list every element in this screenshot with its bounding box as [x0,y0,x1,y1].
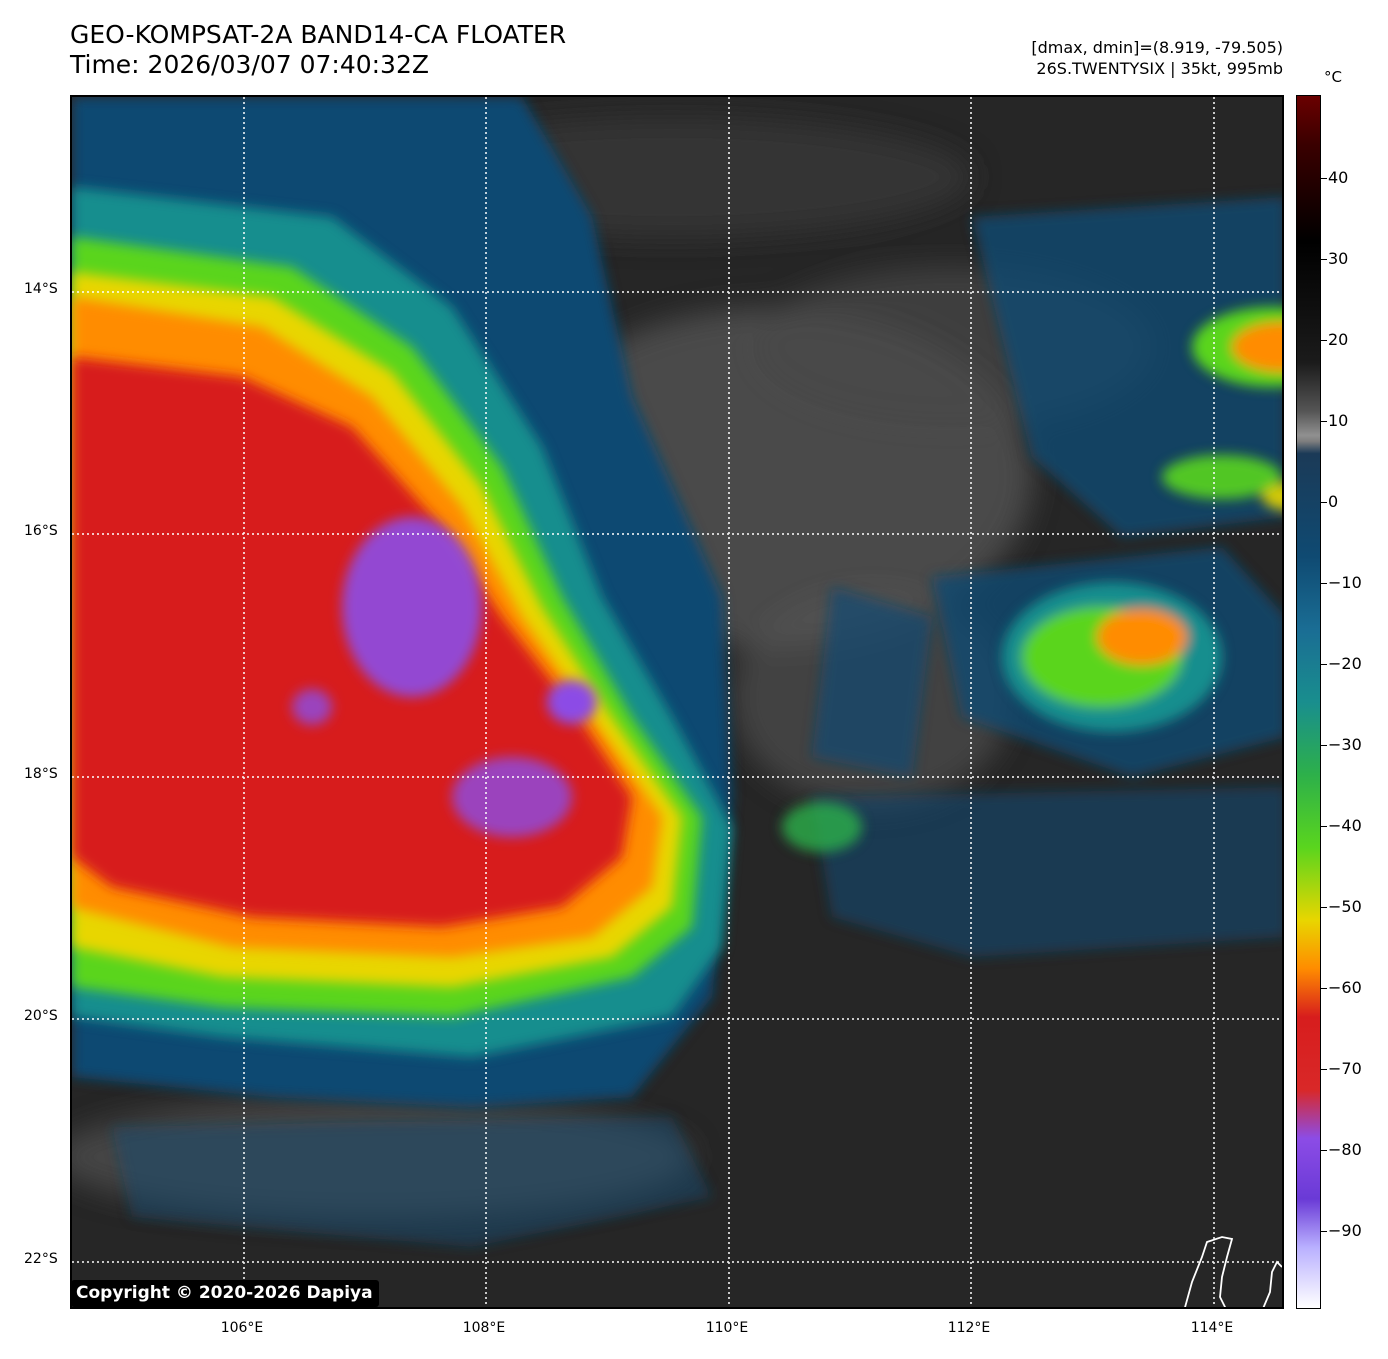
satellite-imagery [72,97,1282,1307]
colorbar-unit: °C [1324,68,1342,86]
lat-label-22s: 22°S [24,1251,58,1267]
colorbar-tick-label: −20 [1328,654,1362,673]
colorbar-tick-label: −90 [1328,1221,1362,1240]
colorbar-tick-label: −60 [1328,978,1362,997]
colorbar [1296,95,1321,1309]
storm-info: 26S.TWENTYSIX | 35kt, 995mb [1036,59,1283,78]
lat-label-16s: 16°S [24,523,58,539]
colorbar-tick [1321,907,1327,908]
colorbar-tick-label: −30 [1328,735,1362,754]
lat-label-18s: 18°S [24,766,58,782]
lon-label-106e: 106°E [220,1320,264,1336]
colorbar-tick [1321,1069,1327,1070]
coastline [1184,1236,1234,1307]
colorbar-tick [1321,259,1327,260]
colorbar-tick-label: 30 [1328,249,1349,268]
copyright-badge: Copyright © 2020-2026 Dapiya [71,1280,379,1307]
colorbar-tick-label: −10 [1328,573,1362,592]
colorbar-tick [1321,826,1327,827]
colorbar-tick-label: 40 [1328,168,1349,187]
colorbar-tick [1321,502,1327,503]
colorbar-tick-label: −80 [1328,1140,1362,1159]
colorbar-tick [1321,1150,1327,1151]
colorbar-tick-label: −40 [1328,816,1362,835]
colorbar-tick-label: 0 [1328,492,1339,511]
lon-label-114e: 114°E [1190,1320,1234,1336]
lon-label-112e: 112°E [947,1320,991,1336]
timestamp: Time: 2026/03/07 07:40:32Z [70,50,429,79]
colorbar-tick [1321,421,1327,422]
graticule [72,97,1282,1307]
satellite-map [70,95,1284,1309]
colorbar-tick [1321,745,1327,746]
lat-label-20s: 20°S [24,1008,58,1024]
colorbar-tick [1321,1231,1327,1232]
lon-label-110e: 110°E [705,1320,749,1336]
colorbar-tick [1321,664,1327,665]
east-convective-cell [782,307,1282,852]
colorbar-tick-label: 20 [1328,330,1349,349]
dmax-dmin-readout: [dmax, dmin]=(8.919, -79.505) [1031,38,1283,57]
coastline-east [1262,1260,1282,1307]
colorbar-tick [1321,583,1327,584]
colorbar-tick-label: 10 [1328,411,1349,430]
colorbar-tick [1321,340,1327,341]
colorbar-tick-label: −70 [1328,1059,1362,1078]
colorbar-tick [1321,178,1327,179]
lat-label-14s: 14°S [24,281,58,297]
lon-label-108e: 108°E [462,1320,506,1336]
colorbar-tick-label: −50 [1328,897,1362,916]
chart-title: GEO-KOMPSAT-2A BAND14-CA FLOATER [70,20,567,49]
colorbar-tick [1321,988,1327,989]
